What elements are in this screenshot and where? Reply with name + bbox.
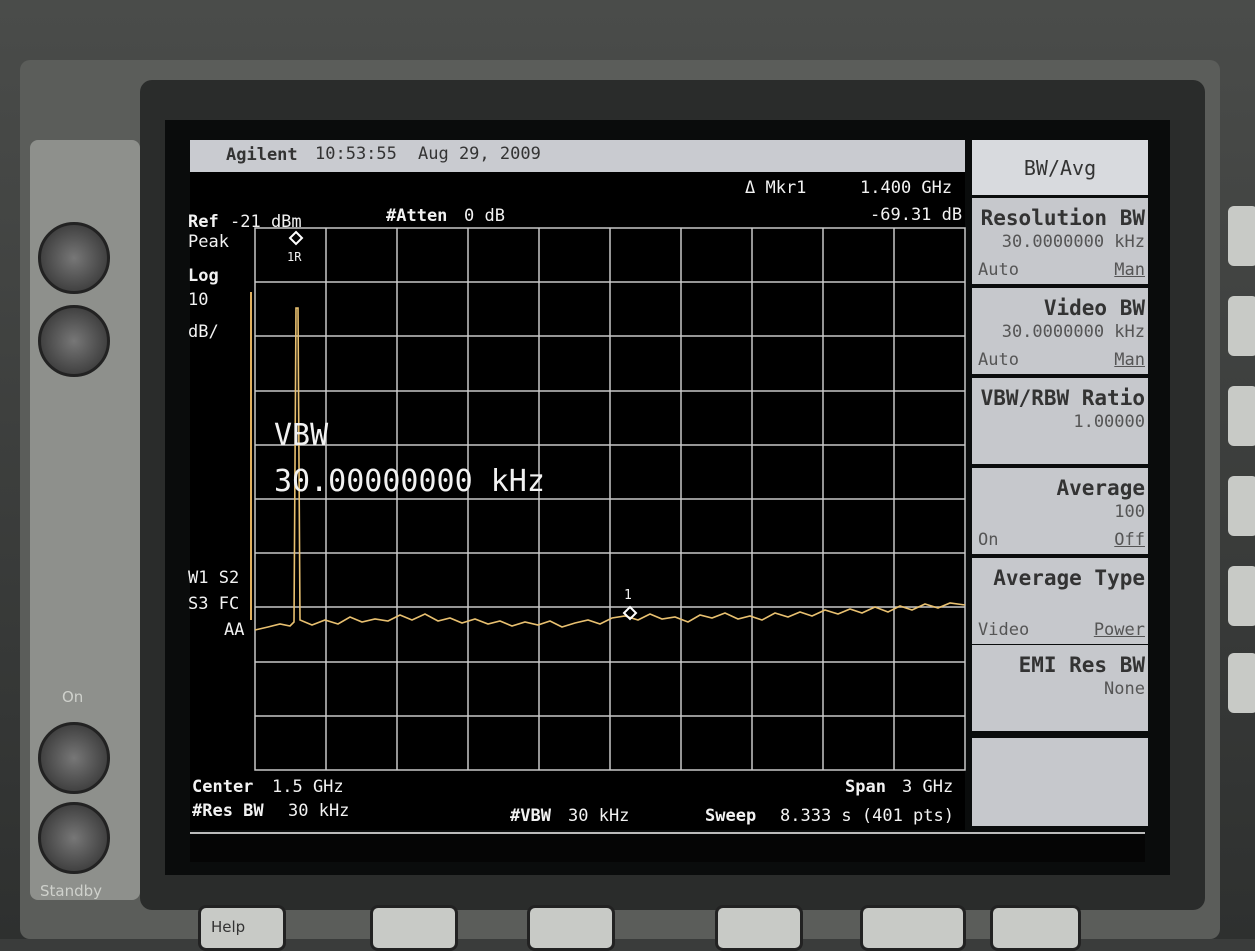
center-label: Center [192, 777, 254, 797]
softkey[interactable]: Resolution BW 30.0000000 kHz Auto Man [972, 198, 1148, 284]
ref-marker [288, 230, 304, 246]
softkey-option: Off [1114, 530, 1145, 550]
on-label: On [62, 688, 84, 706]
status-bar [190, 832, 1145, 862]
softkey[interactable]: EMI Res BW None [972, 645, 1148, 731]
trace-modes: S3 FC [188, 594, 240, 614]
softkey-label: Video BW [1043, 296, 1145, 320]
per-div: 10 [188, 290, 209, 310]
ref-label: Ref [188, 212, 219, 232]
trace [254, 307, 966, 631]
coupling: AA [224, 620, 245, 640]
rbw-value: 30 kHz [288, 801, 350, 821]
overlay-value: 30.00000000 kHz [274, 464, 545, 499]
softkey[interactable]: Average 100 On Off [972, 468, 1148, 554]
softkey-label: Average Type [993, 566, 1145, 590]
softkey-value: 1.00000 [1073, 412, 1145, 432]
hard-key[interactable] [1228, 653, 1255, 713]
softkey-label: Average [1056, 476, 1145, 500]
softkey-option: Power [1093, 620, 1145, 640]
grid-lines [255, 228, 965, 770]
help-label: Help [211, 918, 246, 936]
hard-key[interactable] [1228, 566, 1255, 626]
softkey-value: 30.0000000 kHz [1001, 232, 1145, 252]
ref-value: -21 dBm [230, 212, 302, 232]
softkey-option: Video [978, 620, 1030, 640]
ref-marker-label: 1R [287, 250, 302, 264]
span-value: 3 GHz [902, 777, 954, 797]
marker-level: -69.31 dB [870, 205, 963, 225]
softkey-label: VBW/RBW Ratio [980, 386, 1145, 410]
trace-modes: W1 S2 [188, 568, 240, 588]
detector: Peak [188, 232, 229, 252]
softkey-value: 30.0000000 kHz [1001, 322, 1145, 342]
softkey-value: None [1104, 679, 1145, 699]
front-button[interactable] [990, 905, 1081, 951]
atten-label: #Atten [386, 206, 448, 226]
delta-marker [622, 605, 638, 621]
standby-label: Standby [40, 882, 103, 900]
sweep-label: Sweep [705, 806, 757, 826]
knob[interactable] [38, 222, 110, 294]
span-label: Span [845, 777, 886, 797]
date: Aug 29, 2009 [418, 144, 541, 164]
center-value: 1.5 GHz [272, 777, 344, 797]
softkey-option: Auto [978, 260, 1019, 280]
marker-frequency: 1.400 GHz [860, 178, 953, 198]
marker-label: Δ Mkr1 [745, 178, 807, 198]
standby-button[interactable] [38, 802, 110, 874]
help-button[interactable]: Help [198, 905, 286, 951]
softkey-option: Auto [978, 350, 1019, 370]
softkey-value: 100 [1114, 502, 1145, 522]
rbw-label: #Res BW [192, 801, 264, 821]
overlay-label: VBW [274, 418, 329, 453]
front-button[interactable] [527, 905, 615, 951]
sweep-value: 8.333 s (401 pts) [780, 806, 954, 826]
softkey[interactable]: Video BW 30.0000000 kHz Auto Man [972, 288, 1148, 374]
hard-key[interactable] [1228, 296, 1255, 356]
header-bar: Agilent 10:53:55 Aug 29, 2009 [190, 140, 965, 172]
front-button[interactable] [860, 905, 966, 951]
scale: Log [188, 266, 219, 286]
hard-key[interactable] [1228, 206, 1255, 266]
softkey-option: On [978, 530, 999, 550]
hard-key[interactable] [1228, 476, 1255, 536]
front-button[interactable] [370, 905, 458, 951]
delta-marker-label: 1 [624, 588, 632, 603]
atten-value: 0 dB [464, 206, 505, 226]
softkey-option: Man [1114, 350, 1145, 370]
knob[interactable] [38, 305, 110, 377]
softkey[interactable]: Average Type Video Power [972, 558, 1148, 644]
front-button[interactable] [715, 905, 803, 951]
softkey[interactable]: VBW/RBW Ratio 1.00000 [972, 378, 1148, 464]
per-div-unit: dB/ [188, 322, 219, 342]
softkey-label: Resolution BW [980, 206, 1145, 230]
grid [254, 227, 966, 771]
menu-title: BW/Avg [1023, 156, 1097, 180]
time: 10:53:55 [315, 144, 397, 164]
power-button[interactable] [38, 722, 110, 794]
softkey-title: BW/Avg [972, 140, 1148, 195]
hard-key[interactable] [1228, 386, 1255, 446]
brand: Agilent [226, 145, 298, 165]
vbw-value: 30 kHz [568, 806, 630, 826]
softkey-option: Man [1114, 260, 1145, 280]
softkey-empty[interactable] [972, 738, 1148, 826]
vbw-label: #VBW [510, 806, 551, 826]
softkey-label: EMI Res BW [1018, 653, 1145, 677]
